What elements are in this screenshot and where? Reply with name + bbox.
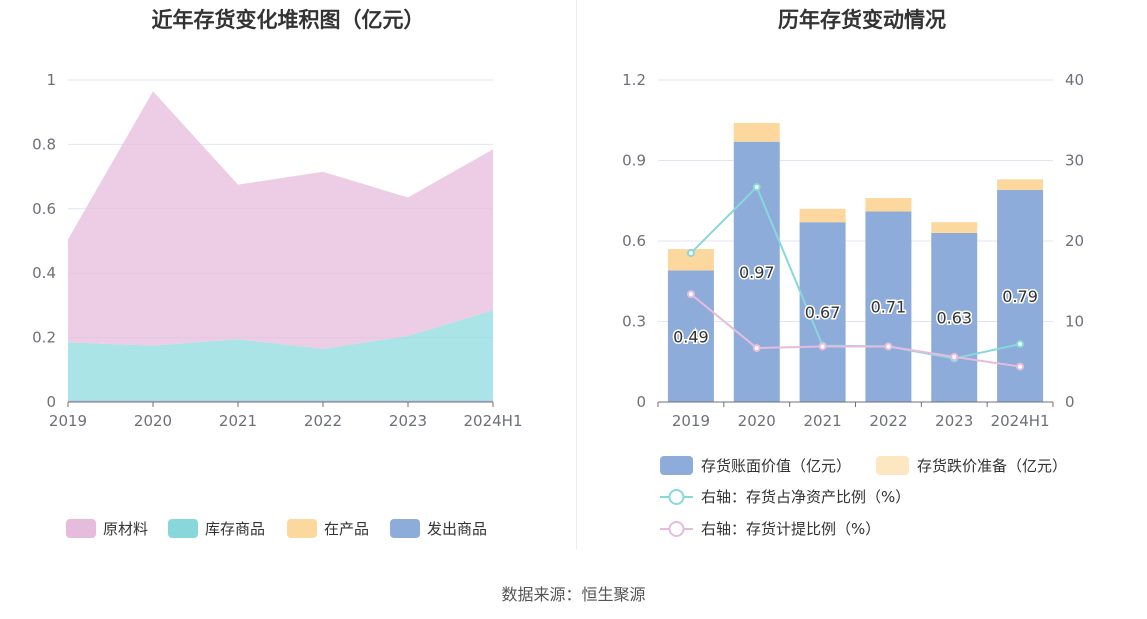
bar-value-label: 0.63 [936,308,972,327]
bar-book-value [799,222,846,402]
right-chart-title: 历年存货变动情况 [778,8,946,32]
line-point [1016,362,1025,371]
y-tick-label: 1 [46,71,56,89]
y2-tick-label: 10 [1065,313,1084,331]
bar-book-value [865,211,912,402]
line-series-3 [690,293,1021,368]
data-source-note: 数据来源：恒生聚源 [501,585,646,604]
y-tick-label: 0.9 [622,152,646,170]
bar-book-value [931,232,978,402]
left-chart-title: 近年存货变化堆积图（亿元） [151,8,425,32]
x-tick-label: 2021 [219,412,257,430]
legend-swatch [660,456,693,475]
line-point [686,249,695,258]
y2-tick-label: 40 [1065,71,1084,89]
bar-provision [931,222,978,233]
y-tick-label: 1.2 [622,71,646,89]
y2-tick-label: 20 [1065,232,1084,250]
legend-label: 发出商品 [427,520,487,538]
x-tick-label: 2019 [49,412,87,430]
y-tick-label: 0 [46,393,56,411]
bar-provision [799,208,846,223]
legend-label: 存货账面价值（亿元） [701,457,851,475]
line-point [950,352,959,361]
legend-swatch [66,519,96,538]
stacked-area-chart: 0 0.2 0.4 0.6 0.8 1 2019 2020 2021 2022 2023 2024H1… [32,71,523,538]
y-tick-label: 0.8 [32,135,56,153]
x-tick-label: 2024H1 [991,412,1050,430]
bar-provision [865,198,912,212]
line-point [884,342,893,351]
bar-value-label: 0.97 [739,263,775,282]
y-tick-label: 0.6 [622,232,646,250]
x-tick-label: 2019 [672,412,710,430]
x-tick-label: 2020 [134,412,172,430]
panel-divider [576,0,577,550]
legend-label: 原材料 [103,520,148,538]
legend-label: 存货跌价准备（亿元） [917,457,1067,475]
legend-swatch [287,519,317,538]
bar-value-label: 0.79 [1002,287,1038,306]
y2-tick-label: 30 [1065,152,1084,170]
y-tick-label: 0 [636,393,646,411]
line-point [752,183,761,192]
right-chart-panel: 历年存货变动情况 0 0.3 0.6 0.9 1.2 0 10 20 30 40 2019 2020 2… [577,0,1147,550]
y-tick-label: 0.6 [32,200,56,218]
legend-marker [668,521,685,537]
bar-value-label: 0.67 [805,303,841,322]
legend-swatch [876,456,909,475]
x-tick-label: 2023 [389,412,427,430]
line-point [686,290,695,299]
line-point [818,342,827,351]
inventory-bar-line-chart: 0 0.3 0.6 0.9 1.2 0 10 20 30 40 2019 2020 2021 2022 20… [622,71,1084,538]
x-tick-label: 2020 [738,412,776,430]
left-chart-panel: 近年存货变化堆积图（亿元） 0 0.2 0.4 0.6 0.8 1 2019 2020 2021… [0,0,576,550]
bar-value-label: 0.49 [673,327,709,346]
y-tick-label: 0.2 [32,329,56,347]
legend-label: 在产品 [324,520,369,538]
legend-swatch [390,519,420,538]
x-tick-label: 2021 [803,412,841,430]
legend-swatch [168,519,198,538]
bar-provision [997,179,1044,191]
line-point [752,344,761,353]
bar-provision [733,122,780,142]
legend-marker [668,489,685,505]
bar-value-label: 0.71 [871,298,907,317]
y-tick-label: 0.3 [622,313,646,331]
bar-provision [667,249,714,271]
x-tick-label: 2023 [935,412,973,430]
y2-tick-label: 0 [1065,393,1075,411]
x-tick-label: 2024H1 [464,412,523,430]
area-series-0 [68,91,493,349]
line-point [1016,340,1025,349]
legend-label: 右轴：存货占净资产比例（%） [701,488,910,506]
area-series-1 [68,310,493,401]
x-tick-label: 2022 [304,412,342,430]
x-tick-label: 2022 [869,412,907,430]
y-tick-label: 0.4 [32,264,56,282]
legend-label: 右轴：存货计提比例（%） [701,520,880,538]
legend-label: 库存商品 [205,520,265,538]
